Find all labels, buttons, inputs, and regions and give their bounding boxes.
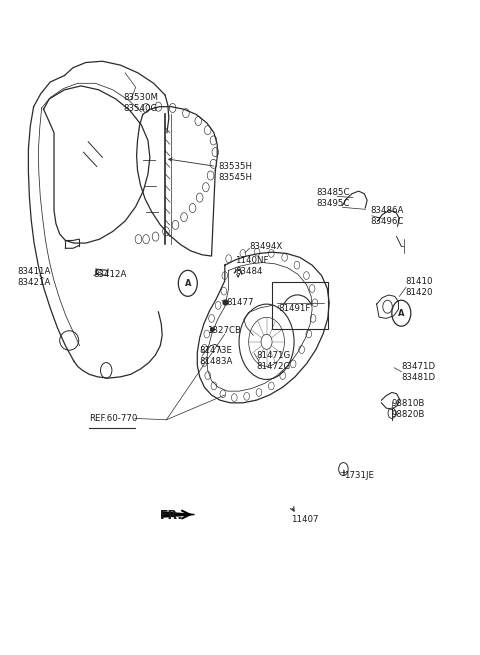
Text: 1731JE: 1731JE bbox=[344, 471, 374, 480]
Text: 81491F: 81491F bbox=[278, 303, 311, 312]
Text: 98810B
98820B: 98810B 98820B bbox=[392, 399, 425, 419]
Text: A: A bbox=[185, 279, 191, 288]
Polygon shape bbox=[162, 512, 194, 517]
Text: 81473E
81483A: 81473E 81483A bbox=[200, 346, 233, 366]
Text: FR.: FR. bbox=[160, 510, 183, 522]
Text: 81477: 81477 bbox=[227, 298, 254, 307]
Text: 83471D
83481D: 83471D 83481D bbox=[401, 362, 435, 382]
Text: 83494X: 83494X bbox=[250, 242, 283, 251]
Text: 1140NF
83484: 1140NF 83484 bbox=[235, 255, 269, 276]
Text: 83412A: 83412A bbox=[94, 270, 127, 279]
Text: 83530M
83540G: 83530M 83540G bbox=[124, 94, 159, 113]
Text: 83535H
83545H: 83535H 83545H bbox=[219, 162, 252, 181]
Text: 83485C
83495C: 83485C 83495C bbox=[316, 187, 349, 208]
Text: 11407: 11407 bbox=[291, 515, 319, 524]
Text: A: A bbox=[398, 309, 405, 318]
Text: 81471G
81472G: 81471G 81472G bbox=[257, 351, 291, 371]
Text: 83486A
83496C: 83486A 83496C bbox=[371, 206, 404, 226]
Text: 83411A
83421A: 83411A 83421A bbox=[17, 267, 50, 287]
Text: 81410
81420: 81410 81420 bbox=[405, 277, 432, 297]
Text: 1327CB: 1327CB bbox=[207, 326, 241, 335]
Bar bbox=[272, 282, 328, 329]
Text: REF.60-770: REF.60-770 bbox=[89, 414, 137, 423]
